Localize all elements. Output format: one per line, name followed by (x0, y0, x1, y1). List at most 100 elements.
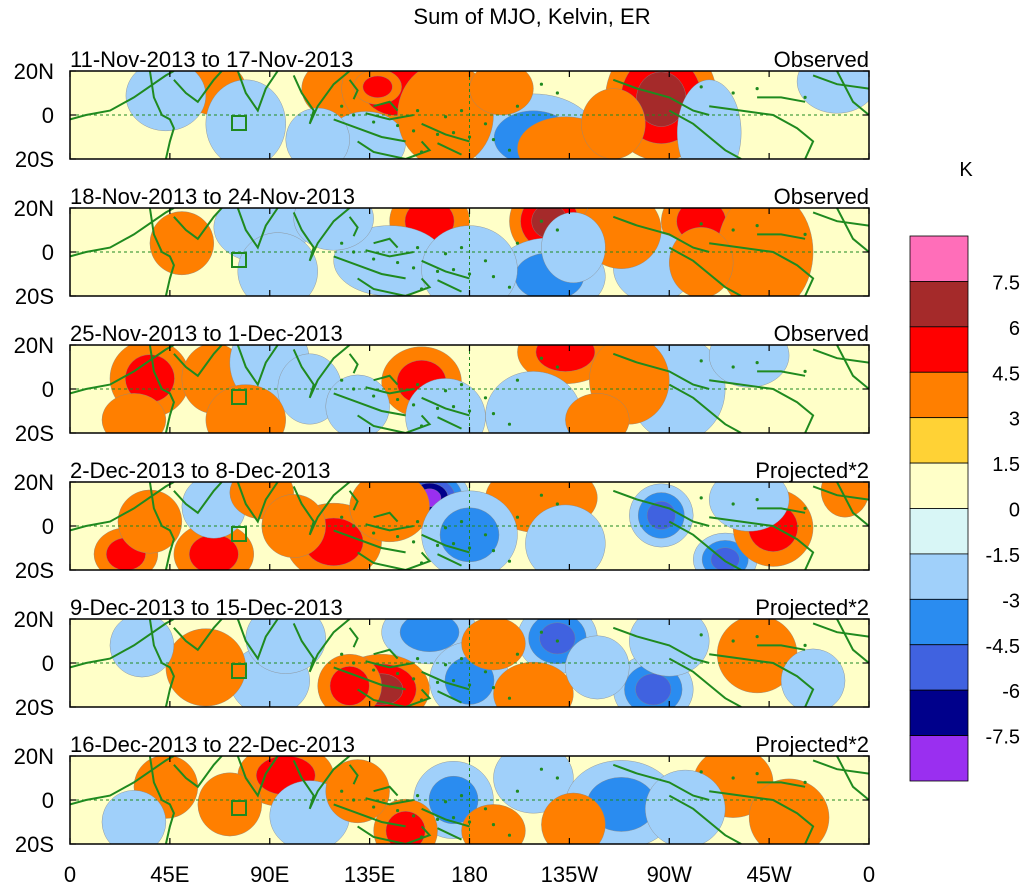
colorbar-label: -7.5 (986, 727, 1020, 749)
anomaly-contour (645, 769, 726, 844)
coastline (836, 756, 869, 801)
coastline (357, 825, 432, 844)
island-dot (411, 814, 416, 818)
coastline (757, 211, 869, 240)
x-tick-label: 45W (747, 862, 792, 887)
coastline (612, 763, 710, 801)
island-dot (803, 780, 807, 785)
y-tick-label: 20S (15, 832, 54, 857)
colorbar-label: 7.5 (992, 272, 1020, 294)
y-tick-label: 20N (14, 607, 54, 632)
island-dot (435, 406, 440, 410)
island-dot (507, 422, 512, 426)
island-dot (419, 424, 424, 428)
coastline (333, 249, 414, 280)
anomaly-contour (101, 790, 167, 844)
island-dot (443, 115, 448, 119)
island-dot (539, 767, 544, 771)
region-box (231, 252, 247, 268)
island-dot (491, 275, 496, 279)
x-tick-label: 90W (647, 862, 692, 887)
island-dot (699, 85, 703, 89)
panel-type-label: Projected*2 (755, 458, 869, 483)
anomaly-contour (461, 619, 526, 671)
island-dot (459, 109, 464, 113)
coastline (148, 619, 175, 707)
coastline (836, 208, 869, 253)
anomaly-contour (237, 232, 318, 296)
colorbar-swatch (909, 371, 969, 419)
coastline (348, 216, 399, 249)
coastline (357, 688, 432, 707)
island-dot (372, 805, 376, 809)
anomaly-contour (541, 792, 606, 844)
coastlines (70, 756, 869, 844)
anomaly-contour (117, 489, 183, 554)
x-tick-label: 90E (250, 862, 289, 887)
anomaly-contour (362, 75, 393, 98)
y-tick-label: 20N (14, 59, 54, 84)
island-dot (435, 543, 440, 547)
coastline (668, 794, 742, 844)
chart-title: Sum of MJO, Kelvin, ER (413, 4, 650, 29)
island-dot (731, 228, 735, 232)
coastline (348, 764, 399, 797)
colorbar-swatch (909, 281, 969, 328)
coastline (612, 78, 710, 116)
island-dot (491, 686, 496, 690)
coastline (836, 482, 869, 527)
coastlines (70, 345, 869, 433)
anomaly-contour (539, 622, 576, 655)
island-dot (419, 835, 424, 839)
x-axis: 0 45E 90E 135E 180 135W 90W 45W 0 (64, 862, 875, 887)
island-dot (451, 542, 456, 546)
island-dot (515, 789, 520, 793)
island-dot (803, 95, 807, 99)
colorbar: K 7.5 6 4.5 3 1.5 0 -1.5 -3 -4.5 -6 -7.5 (909, 159, 1020, 782)
coastline (357, 551, 432, 570)
y-tick-label: 0 (42, 377, 54, 402)
panel: 20N 0 20S 9-Dec-2013 to 15-Dec-2013 Projecte… (14, 595, 870, 720)
island-dot (419, 698, 424, 702)
coastline (836, 619, 869, 664)
island-dot (372, 531, 376, 535)
coastline (292, 71, 351, 125)
coastline (292, 208, 351, 262)
island-dot (555, 776, 559, 780)
island-dot (459, 657, 464, 661)
island-dot (459, 383, 464, 387)
island-dot (415, 520, 420, 524)
coastline (709, 790, 815, 844)
island-dot (411, 129, 416, 133)
colorbar-swatch (909, 644, 969, 691)
anomaly-contour (525, 504, 606, 570)
coastline (236, 71, 279, 113)
island-dot (395, 534, 400, 539)
panel-type-label: Observed (774, 321, 869, 346)
coastline (348, 79, 399, 112)
anomaly-contour (461, 804, 526, 844)
island-dot (340, 378, 344, 382)
region-box (231, 389, 247, 405)
anomaly-contour (541, 212, 606, 284)
colorbar-swatch (909, 417, 969, 464)
coastline (70, 756, 175, 806)
panel: 20N 0 20S 2-Dec-2013 to 8-Dec-2013 Projected… (14, 458, 870, 583)
anomaly-contour (565, 393, 630, 433)
anomaly-contour (748, 778, 830, 844)
island-dot (755, 635, 759, 639)
panel-date-range: 11-Nov-2013 to 17-Nov-2013 (70, 47, 353, 72)
x-tick-label: 135W (541, 862, 599, 887)
coastline (173, 345, 223, 378)
island-dot (491, 823, 496, 827)
y-tick-label: 20S (15, 147, 54, 172)
island-dot (731, 639, 735, 643)
colorbar-label: -1.5 (986, 545, 1020, 567)
coastline (292, 756, 351, 810)
anomaly-contour (149, 211, 215, 276)
coastline (70, 619, 175, 669)
island-dot (507, 833, 512, 837)
coastline (421, 122, 470, 156)
region-box (231, 800, 247, 816)
island-dot (515, 241, 520, 245)
